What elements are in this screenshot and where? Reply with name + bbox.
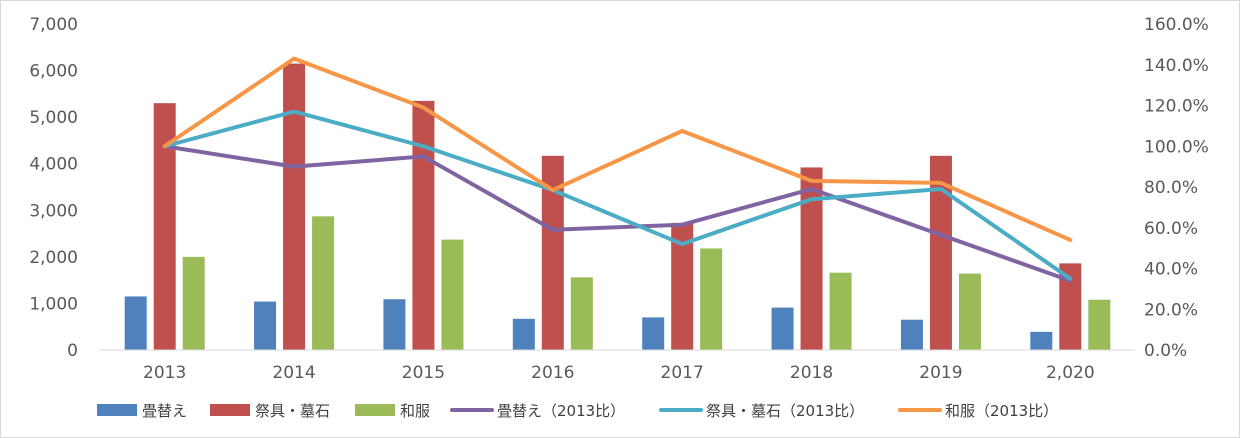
right-tick-label: 140.0% [1144, 56, 1209, 76]
legend-label: 畳替え（2013比） [497, 402, 625, 420]
legend-label: 祭具・墓石（2013比） [706, 402, 864, 420]
bar-2-6 [800, 167, 823, 350]
right-tick-label: 160.0% [1144, 15, 1209, 35]
x-tick-label: 2016 [531, 363, 574, 383]
bar-2-4 [541, 155, 564, 350]
x-tick-label: 2,020 [1046, 363, 1095, 383]
bar-3-7 [958, 273, 981, 350]
legend-swatch-bar [210, 404, 250, 416]
left-tick-label: 4,000 [29, 155, 78, 175]
bar-2-5 [671, 222, 694, 350]
left-tick-label: 1,000 [29, 294, 78, 314]
bar-3-2 [312, 216, 335, 350]
bar-3-5 [700, 248, 723, 350]
right-tick-label: 80.0% [1144, 178, 1198, 198]
right-tick-label: 100.0% [1144, 137, 1209, 157]
bar-1-8 [1030, 331, 1053, 350]
x-tick-label: 2019 [919, 363, 962, 383]
bar-3-6 [829, 272, 852, 350]
x-tick-label: 2014 [272, 363, 315, 383]
line-series-2 [162, 109, 1073, 281]
bar-1-1 [124, 296, 147, 350]
bar-1-5 [642, 317, 665, 350]
right-tick-label: 20.0% [1144, 300, 1198, 320]
legend-label: 和服（2013比） [945, 402, 1058, 420]
left-tick-label: 0 [67, 341, 78, 361]
right-tick-label: 0.0% [1144, 341, 1187, 361]
left-tick-label: 2,000 [29, 248, 78, 268]
x-tick-label: 2015 [402, 363, 445, 383]
bar-2-1 [153, 103, 176, 351]
right-tick-label: 40.0% [1144, 260, 1198, 280]
bar-3-1 [182, 256, 205, 350]
bar-3-3 [441, 239, 464, 350]
left-tick-label: 7,000 [29, 15, 78, 35]
bar-3-8 [1088, 299, 1111, 350]
bar-2-2 [283, 63, 306, 350]
left-tick-label: 5,000 [29, 108, 78, 128]
legend-swatch-bar [97, 404, 137, 416]
left-tick-label: 6,000 [29, 62, 78, 82]
bar-series-group [124, 63, 1111, 351]
line-series-group [162, 56, 1073, 283]
bar-3-4 [570, 277, 593, 350]
bar-1-6 [771, 307, 794, 350]
legend-label: 畳替え [142, 402, 187, 420]
line-series-3 [162, 56, 1073, 242]
bar-2-8 [1059, 263, 1082, 350]
line-series-1 [162, 144, 1073, 283]
right-tick-label: 60.0% [1144, 219, 1198, 239]
right-axis-ticks: 0.0% 20.0% 40.0% 60.0% 80.0% 100.0% 120.0% 140.… [1144, 15, 1209, 361]
x-tick-label: 2018 [790, 363, 833, 383]
legend-label: 和服 [400, 402, 430, 420]
legend-label: 祭具・墓石 [255, 402, 330, 420]
x-tick-label: 2013 [143, 363, 186, 383]
bar-2-3 [412, 100, 435, 350]
left-axis-ticks: 0 1,000 2,000 3,000 4,000 5,000 6,000 7,000 [29, 15, 78, 361]
legend: 畳替え 祭具・墓石 和服 畳替え（2013比） 祭具・墓石（2013比） 和服（2013比… [97, 402, 1058, 420]
legend-swatch-bar [355, 404, 395, 416]
bar-1-2 [254, 301, 277, 350]
bar-1-3 [383, 299, 406, 350]
bar-2-7 [929, 155, 952, 350]
bar-1-4 [512, 318, 535, 350]
left-tick-label: 3,000 [29, 201, 78, 221]
right-tick-label: 120.0% [1144, 97, 1209, 117]
x-axis-ticks: 2013 2014 2015 2016 2017 2018 2019 2,020 [143, 363, 1095, 383]
bar-1-7 [900, 319, 923, 350]
x-tick-label: 2017 [661, 363, 704, 383]
